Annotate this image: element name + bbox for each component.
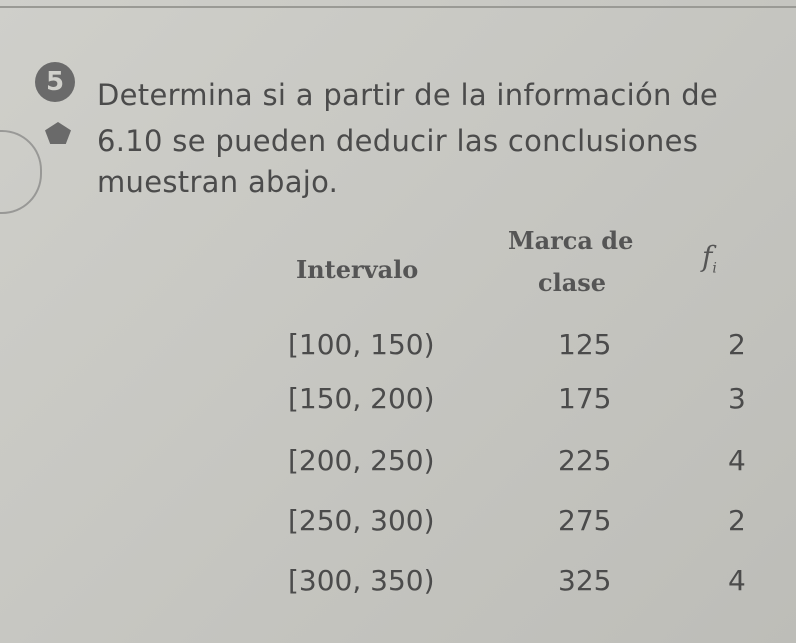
- pencil-mark: [0, 130, 42, 214]
- difficulty-icon: [45, 122, 71, 144]
- row-2-f: 3: [728, 382, 746, 415]
- header-frequency-sub: i: [712, 260, 717, 277]
- exercise-number-badge: 5: [35, 62, 75, 102]
- instruction-line-2: 6.10 se pueden deducir las conclusiones: [97, 124, 699, 158]
- header-frequency: fi: [702, 240, 717, 277]
- page-edge-line: [0, 6, 796, 8]
- instruction-line-3: muestran abajo.: [97, 165, 339, 199]
- row-2-interval: [150, 200): [288, 382, 435, 415]
- row-1-mark: 125: [558, 328, 612, 361]
- header-class-mark-1: Marca de: [508, 226, 634, 255]
- row-3-f: 4: [728, 444, 746, 477]
- row-5-interval: [300, 350): [288, 564, 435, 597]
- row-5-mark: 325: [558, 564, 612, 597]
- instruction-line-1: Determina si a partir de la información …: [97, 78, 719, 112]
- header-frequency-f: f: [702, 240, 713, 273]
- header-class-mark-2: clase: [538, 268, 607, 297]
- row-3-interval: [200, 250): [288, 444, 435, 477]
- row-5-f: 4: [728, 564, 746, 597]
- header-interval: Intervalo: [296, 255, 419, 284]
- row-1-interval: [100, 150): [288, 328, 435, 361]
- row-4-mark: 275: [558, 504, 612, 537]
- row-4-f: 2: [728, 504, 746, 537]
- row-4-interval: [250, 300): [288, 504, 435, 537]
- row-3-mark: 225: [558, 444, 612, 477]
- row-2-mark: 175: [558, 382, 612, 415]
- row-1-f: 2: [728, 328, 746, 361]
